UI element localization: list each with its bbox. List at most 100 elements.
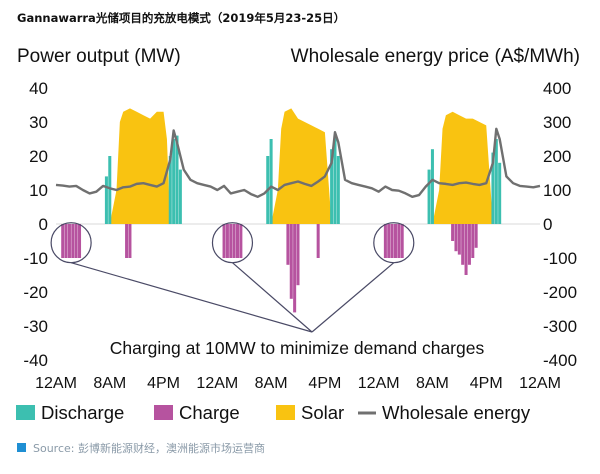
charge-bar (67, 224, 71, 258)
x-tick-label: 12AM (358, 375, 400, 392)
wholesale-line (55, 127, 541, 199)
legend: Discharge Charge Solar Wholesale energy (16, 402, 531, 423)
charge-bar (61, 224, 65, 258)
charge-bar (128, 224, 132, 258)
charge-bar (78, 224, 82, 258)
right-tick-label: -100 (543, 249, 577, 268)
x-axis-ticks: 12AM 8AM 4PM 12AM 8AM 4PM 12AM 8AM 4PM 12AM (35, 375, 561, 392)
legend-label: Solar (301, 402, 344, 423)
wholesale-series (55, 127, 541, 199)
charge-bar (125, 224, 129, 258)
x-tick-label: 12AM (35, 375, 77, 392)
right-tick-label: -300 (543, 317, 577, 336)
discharge-bar (178, 169, 182, 224)
charge-bar (222, 224, 226, 258)
charge-bar (390, 224, 394, 258)
right-tick-label: -200 (543, 283, 577, 302)
x-tick-label: 8AM (416, 375, 449, 392)
charge-bar (387, 224, 391, 258)
left-tick-label: -10 (23, 249, 48, 268)
charge-bar (316, 224, 320, 258)
x-tick-label: 12AM (196, 375, 238, 392)
left-tick-label: 20 (29, 147, 48, 166)
discharge-bar (330, 149, 334, 224)
discharge-bar (491, 152, 495, 224)
left-tick-label: -30 (23, 317, 48, 336)
legend-label: Discharge (41, 402, 124, 423)
charge-bar (397, 224, 401, 258)
right-tick-label: 0 (543, 215, 552, 234)
charge-bar (457, 224, 461, 255)
charge-bar (286, 224, 290, 265)
discharge-bar (168, 156, 172, 224)
solar-area (109, 108, 171, 224)
annotation-text: Charging at 10MW to minimize demand char… (110, 338, 485, 358)
right-tick-label: 200 (543, 147, 571, 166)
charge-bar (229, 224, 233, 258)
right-tick-label: -400 (543, 351, 577, 370)
discharge-bar (269, 139, 273, 224)
left-tick-label: -20 (23, 283, 48, 302)
callout-circle (50, 222, 92, 264)
legend-label: Wholesale energy (382, 402, 531, 423)
callout-line (311, 262, 395, 333)
x-tick-label: 8AM (255, 375, 288, 392)
charge-bar (383, 224, 387, 258)
left-axis-ticks: 40 30 20 10 0 -10 -20 -30 -40 (23, 79, 48, 370)
charge-bar (461, 224, 465, 265)
x-tick-label: 12AM (519, 375, 561, 392)
left-axis-label: Power output (MW) (17, 46, 181, 67)
charge-bar (464, 224, 468, 275)
solar-area (271, 108, 332, 224)
charge-bar (71, 224, 75, 258)
x-tick-label: 4PM (470, 375, 503, 392)
charge-bar (293, 224, 297, 313)
left-tick-label: 30 (29, 113, 48, 132)
source-text: Source: 彭博新能源财经，澳洲能源市场运营商 (33, 442, 265, 455)
discharge-bar (427, 169, 431, 224)
charge-bar (471, 224, 475, 258)
solar-series (109, 108, 493, 224)
discharge-bar (172, 139, 176, 224)
legend-swatch (16, 405, 35, 420)
charge-bar (393, 224, 397, 258)
callout-circle (373, 222, 415, 264)
charge-bar (451, 224, 455, 241)
charge-bar (64, 224, 68, 258)
callout-circle (211, 222, 254, 264)
charge-bar (454, 224, 458, 252)
legend-swatch (154, 405, 173, 420)
discharge-bar (108, 156, 112, 224)
discharge-bar (494, 139, 498, 224)
chart-title: Gannawarra光储项目的充放电模式（2019年5月23-25日） (17, 11, 345, 25)
callout-line (232, 262, 313, 333)
callout-line (70, 262, 313, 333)
right-axis-ticks: 400 300 200 100 0 -100 -200 -300 -400 (543, 79, 577, 370)
charge-bar (289, 224, 293, 299)
source-marker (17, 443, 26, 452)
charge-bar (239, 224, 243, 258)
charge-bar (235, 224, 240, 258)
left-tick-label: 0 (39, 215, 48, 234)
right-tick-label: 100 (543, 181, 571, 200)
left-tick-label: -40 (23, 351, 48, 370)
charge-bar (296, 224, 300, 286)
solar-area (432, 111, 493, 224)
legend-swatch (276, 405, 295, 420)
charge-bar (74, 224, 78, 258)
discharge-bar (336, 156, 340, 224)
x-tick-label: 4PM (147, 375, 180, 392)
discharge-series (104, 135, 502, 224)
discharge-bar (175, 135, 179, 224)
charge-series (61, 224, 478, 313)
left-tick-label: 10 (29, 181, 48, 200)
left-tick-label: 40 (29, 79, 48, 98)
charge-bar (474, 224, 478, 248)
right-axis-label: Wholesale energy price (A$/MWh) (291, 46, 580, 67)
discharge-bar (430, 149, 434, 224)
x-tick-label: 4PM (308, 375, 341, 392)
right-tick-label: 400 (543, 79, 571, 98)
charge-bar (400, 224, 404, 258)
